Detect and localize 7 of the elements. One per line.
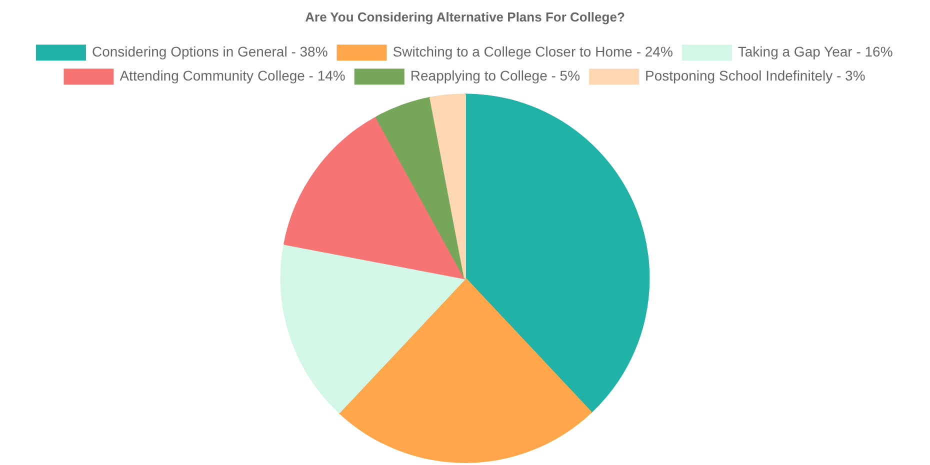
legend-label: Taking a Gap Year - 16%: [738, 43, 893, 60]
legend-label: Attending Community College - 14%: [120, 67, 346, 84]
legend-label: Switching to a College Closer to Home - 24%: [392, 43, 673, 60]
legend-label: Postponing School Indefinitely - 3%: [645, 67, 866, 84]
legend-label: Reapplying to College - 5%: [410, 67, 580, 84]
chart-title: Are You Considering Alternative Plans For College?: [305, 9, 625, 24]
legend-label: Considering Options in General - 38%: [92, 43, 328, 60]
